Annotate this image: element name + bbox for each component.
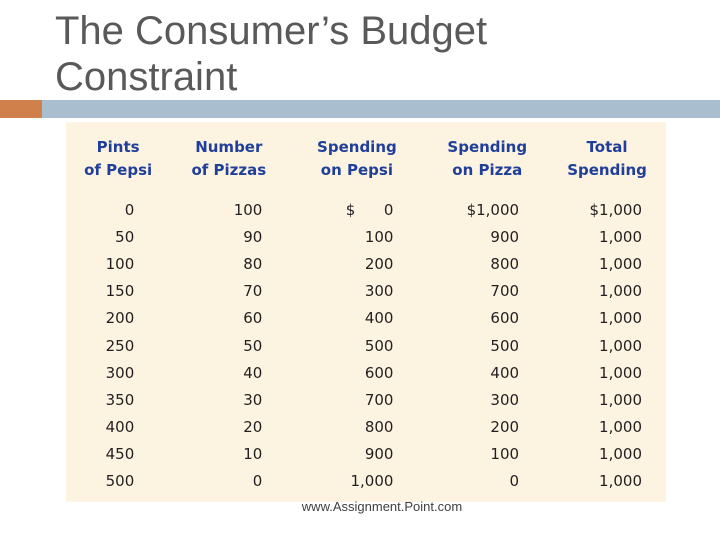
header-number-of-pizzas: Number of Pizzas: [191, 138, 267, 179]
table-cell: 700: [364, 390, 394, 409]
table-cell: 50: [115, 227, 135, 246]
budget-table-panel: Pints of Pepsi Number of Pizzas Spending…: [66, 122, 666, 502]
table-row: 450 10 900 100 1,000: [66, 441, 666, 468]
table-cell: 70: [243, 282, 263, 301]
table-cell: 1,000: [599, 336, 642, 355]
budget-constraint-table: Pints of Pepsi Number of Pizzas Spending…: [66, 136, 666, 495]
table-cell: 1,000: [599, 363, 642, 382]
table-cell: 400: [105, 418, 135, 437]
table-cell: 100: [490, 445, 520, 464]
table-row: 0 100 $ 0 $1,000 $1,000: [66, 196, 666, 223]
table-row: 300 40 600 400 1,000: [66, 359, 666, 386]
slide-title-line-1: The Consumer’s Budget: [55, 9, 488, 53]
table-cell: 150: [105, 282, 135, 301]
header-pints-of-pepsi: Pints of Pepsi: [84, 138, 153, 179]
table-row: 400 20 800 200 1,000: [66, 414, 666, 441]
table-cell: 1,000: [599, 282, 642, 301]
slide-title-line-2: Constraint: [55, 55, 238, 99]
table-cell: 1,000: [599, 390, 642, 409]
table-cell: 350: [105, 390, 135, 409]
table-row: 50 90 100 900 1,000: [66, 223, 666, 250]
table-cell: 50: [243, 336, 263, 355]
table-cell: 500: [490, 336, 520, 355]
table-row: 100 80 200 800 1,000: [66, 250, 666, 277]
table-cell: 100: [364, 227, 394, 246]
table-cell: 200: [364, 254, 394, 273]
table-cell: 200: [105, 309, 135, 328]
table-cell: 800: [490, 254, 520, 273]
table-cell: 20: [243, 418, 263, 437]
header-spending-on-pepsi: Spending on Pepsi: [317, 138, 397, 179]
table-cell: 300: [490, 390, 520, 409]
table-cell: 100: [233, 200, 263, 219]
table-cell: $1,000: [589, 200, 643, 219]
table-cell: 400: [364, 309, 394, 328]
table-row: 350 30 700 300 1,000: [66, 386, 666, 413]
table-cell: 600: [364, 363, 394, 382]
table-row: 250 50 500 500 1,000: [66, 332, 666, 359]
table-row: 200 60 400 600 1,000: [66, 305, 666, 332]
table-cell: 400: [490, 363, 520, 382]
footer-watermark: www.Assignment.Point.com: [301, 499, 463, 514]
table-cell: 0: [509, 472, 520, 491]
table-cell: 500: [364, 336, 394, 355]
table-header-row: Pints of Pepsi Number of Pizzas Spending…: [66, 136, 666, 196]
table-cell: 250: [105, 336, 135, 355]
table-cell: 300: [105, 363, 135, 382]
header-spending-on-pizza: Spending on Pizza: [447, 138, 528, 179]
table-cell: 60: [243, 309, 263, 328]
table-cell: $ 0: [345, 200, 394, 219]
table-cell: $1,000: [466, 200, 520, 219]
table-cell: 300: [364, 282, 394, 301]
table-cell: 1,000: [599, 445, 642, 464]
table-cell: 200: [490, 418, 520, 437]
table-cell: 500: [105, 472, 135, 491]
header-total-spending: Total Spending: [567, 138, 647, 179]
table-cell: 700: [490, 282, 520, 301]
table-cell: 30: [243, 390, 263, 409]
table-cell: 80: [243, 254, 263, 273]
table-cell: 600: [490, 309, 520, 328]
table-cell: 1,000: [599, 309, 642, 328]
table-cell: 0: [124, 200, 135, 219]
accent-block: [0, 100, 42, 118]
table-cell: 1,000: [599, 418, 642, 437]
table-cell: 100: [105, 254, 135, 273]
table-cell: 450: [105, 445, 135, 464]
table-cell: 90: [243, 227, 263, 246]
slide-title: The Consumer’s Budget Constraint: [55, 8, 655, 100]
table-cell: 0: [252, 472, 263, 491]
table-cell: 900: [490, 227, 520, 246]
table-cell: 1,000: [599, 227, 642, 246]
table-cell: 900: [364, 445, 394, 464]
table-cell: 10: [243, 445, 263, 464]
table-cell: 40: [243, 363, 263, 382]
table-row: 150 70 300 700 1,000: [66, 278, 666, 305]
table-cell: 1,000: [599, 472, 642, 491]
table-row: 500 0 1,000 0 1,000: [66, 468, 666, 495]
title-underline-bar: [42, 100, 720, 118]
table-cell: 1,000: [599, 254, 642, 273]
table-cell: 800: [364, 418, 394, 437]
table-cell: 1,000: [350, 472, 394, 491]
